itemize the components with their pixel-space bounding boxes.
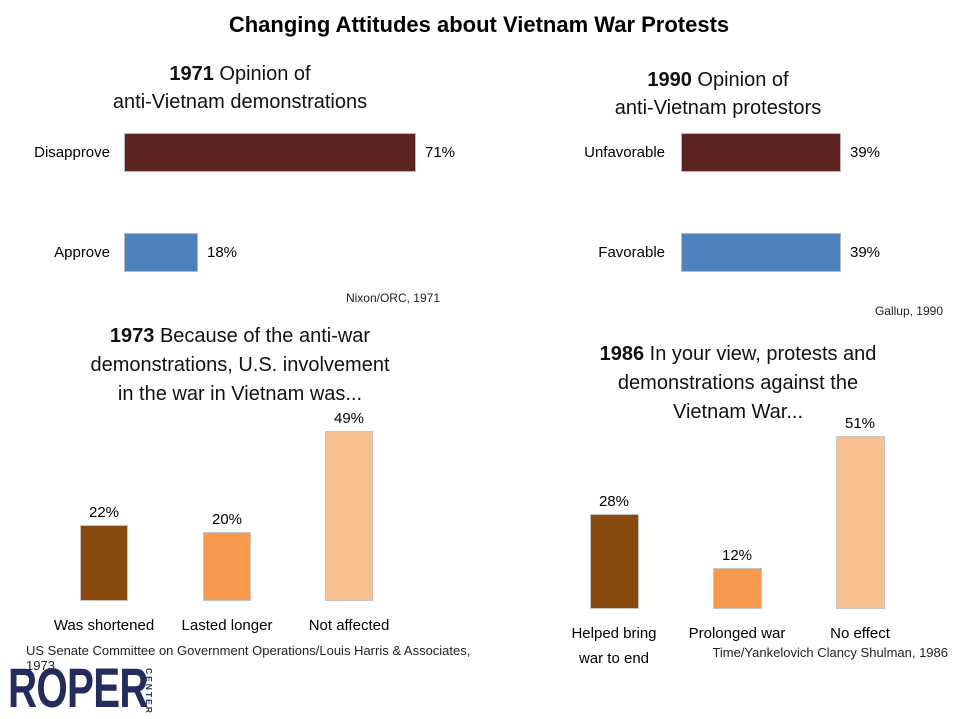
- category-label: Disapprove: [34, 144, 110, 161]
- bar-disapprove: [124, 133, 416, 172]
- bar-plot: 28% Helped bring war to end 12% Prolonged w…: [478, 330, 958, 719]
- value-label: 49%: [333, 410, 365, 427]
- chart-title: 1973 Because of the anti-war demonstrati…: [0, 322, 480, 409]
- chart-1990-opinion: 1990 Opinion of anti-Vietnam protestors …: [478, 55, 958, 325]
- category-label: Unfavorable: [584, 144, 665, 161]
- value-label: 12%: [721, 547, 753, 564]
- value-label: 39%: [850, 244, 881, 261]
- bar-plot: 22% Was shortened 20% Lasted longer 49% Not a…: [0, 315, 480, 719]
- value-label: 18%: [207, 244, 238, 261]
- chart-title-text: Because of the anti-war demonstrations, …: [90, 325, 390, 405]
- value-label: 39%: [850, 144, 881, 161]
- bar-favorable: [681, 233, 841, 272]
- chart-1973-effect: 1973 Because of the anti-war demonstrati…: [0, 315, 480, 719]
- category-label: Lasted longer: [181, 617, 273, 634]
- chart-title-text: In your view, protests and demonstration…: [617, 343, 877, 423]
- bar-plot: Unfavorable 39% Favorable 39%: [478, 55, 958, 325]
- value-label: 20%: [211, 511, 243, 528]
- source-note: Gallup, 1990: [874, 304, 943, 318]
- bar-no-effect: [835, 436, 885, 609]
- value-label: 22%: [88, 504, 120, 521]
- bar-plot: Disapprove 71% Approve 18%: [0, 55, 480, 315]
- bar-helped-bring-war-to-end: [589, 514, 639, 609]
- chart-title: 1990 Opinion of anti-Vietnam protestors: [478, 66, 958, 122]
- value-label: 71%: [425, 144, 456, 161]
- roper-logo-center-text: CENTER: [144, 668, 154, 715]
- category-label: Was shortened: [53, 617, 155, 634]
- chart-title-text: Opinion of anti-Vietnam demonstrations: [112, 63, 368, 113]
- roper-logo-text: ROPER: [8, 656, 149, 719]
- chart-title-year: 1971: [169, 63, 214, 85]
- bar-row: Approve 18%: [0, 233, 480, 272]
- bar-row: Unfavorable 39%: [478, 133, 958, 172]
- chart-title: 1986 In your view, protests and demonstr…: [518, 340, 958, 427]
- source-note: US Senate Committee on Government Operat…: [26, 643, 471, 673]
- chart-title-text: Opinion of anti-Vietnam protestors: [614, 69, 822, 119]
- bar-prolonged-war: [712, 568, 762, 609]
- bar-unfavorable: [681, 133, 841, 172]
- bar-approve: [124, 233, 198, 272]
- value-label: 51%: [844, 415, 876, 432]
- chart-1986-view: 1986 In your view, protests and demonstr…: [478, 330, 958, 719]
- bar-lasted-longer: [203, 532, 251, 601]
- chart-title-year: 1973: [109, 325, 155, 347]
- chart-title: 1971 Opinion of anti-Vietnam demonstrati…: [0, 60, 480, 116]
- page-title: Changing Attitudes about Vietnam War Pro…: [228, 12, 730, 37]
- category-label: Favorable: [598, 244, 665, 261]
- category-label: No effect: [830, 625, 890, 642]
- bar-row: Disapprove 71%: [0, 133, 480, 172]
- bar-row: Favorable 39%: [478, 233, 958, 272]
- chart-1971-opinion: 1971 Opinion of anti-Vietnam demonstrati…: [0, 55, 480, 315]
- source-note: Time/Yankelovich Clancy Shulman, 1986: [712, 645, 948, 660]
- category-label: Prolonged war: [688, 625, 786, 642]
- category-label: Helped bring war to end: [571, 625, 657, 667]
- bar-was-shortened: [80, 525, 128, 601]
- chart-title-year: 1986: [599, 343, 645, 365]
- category-label: Approve: [54, 244, 110, 261]
- bar-not-affected: [325, 431, 373, 601]
- chart-title-year: 1990: [647, 69, 692, 91]
- source-note: Nixon/ORC, 1971: [345, 291, 440, 305]
- roper-logo: ROPER CENTER: [8, 660, 178, 716]
- category-label: Not affected: [308, 617, 390, 634]
- value-label: 28%: [598, 493, 630, 510]
